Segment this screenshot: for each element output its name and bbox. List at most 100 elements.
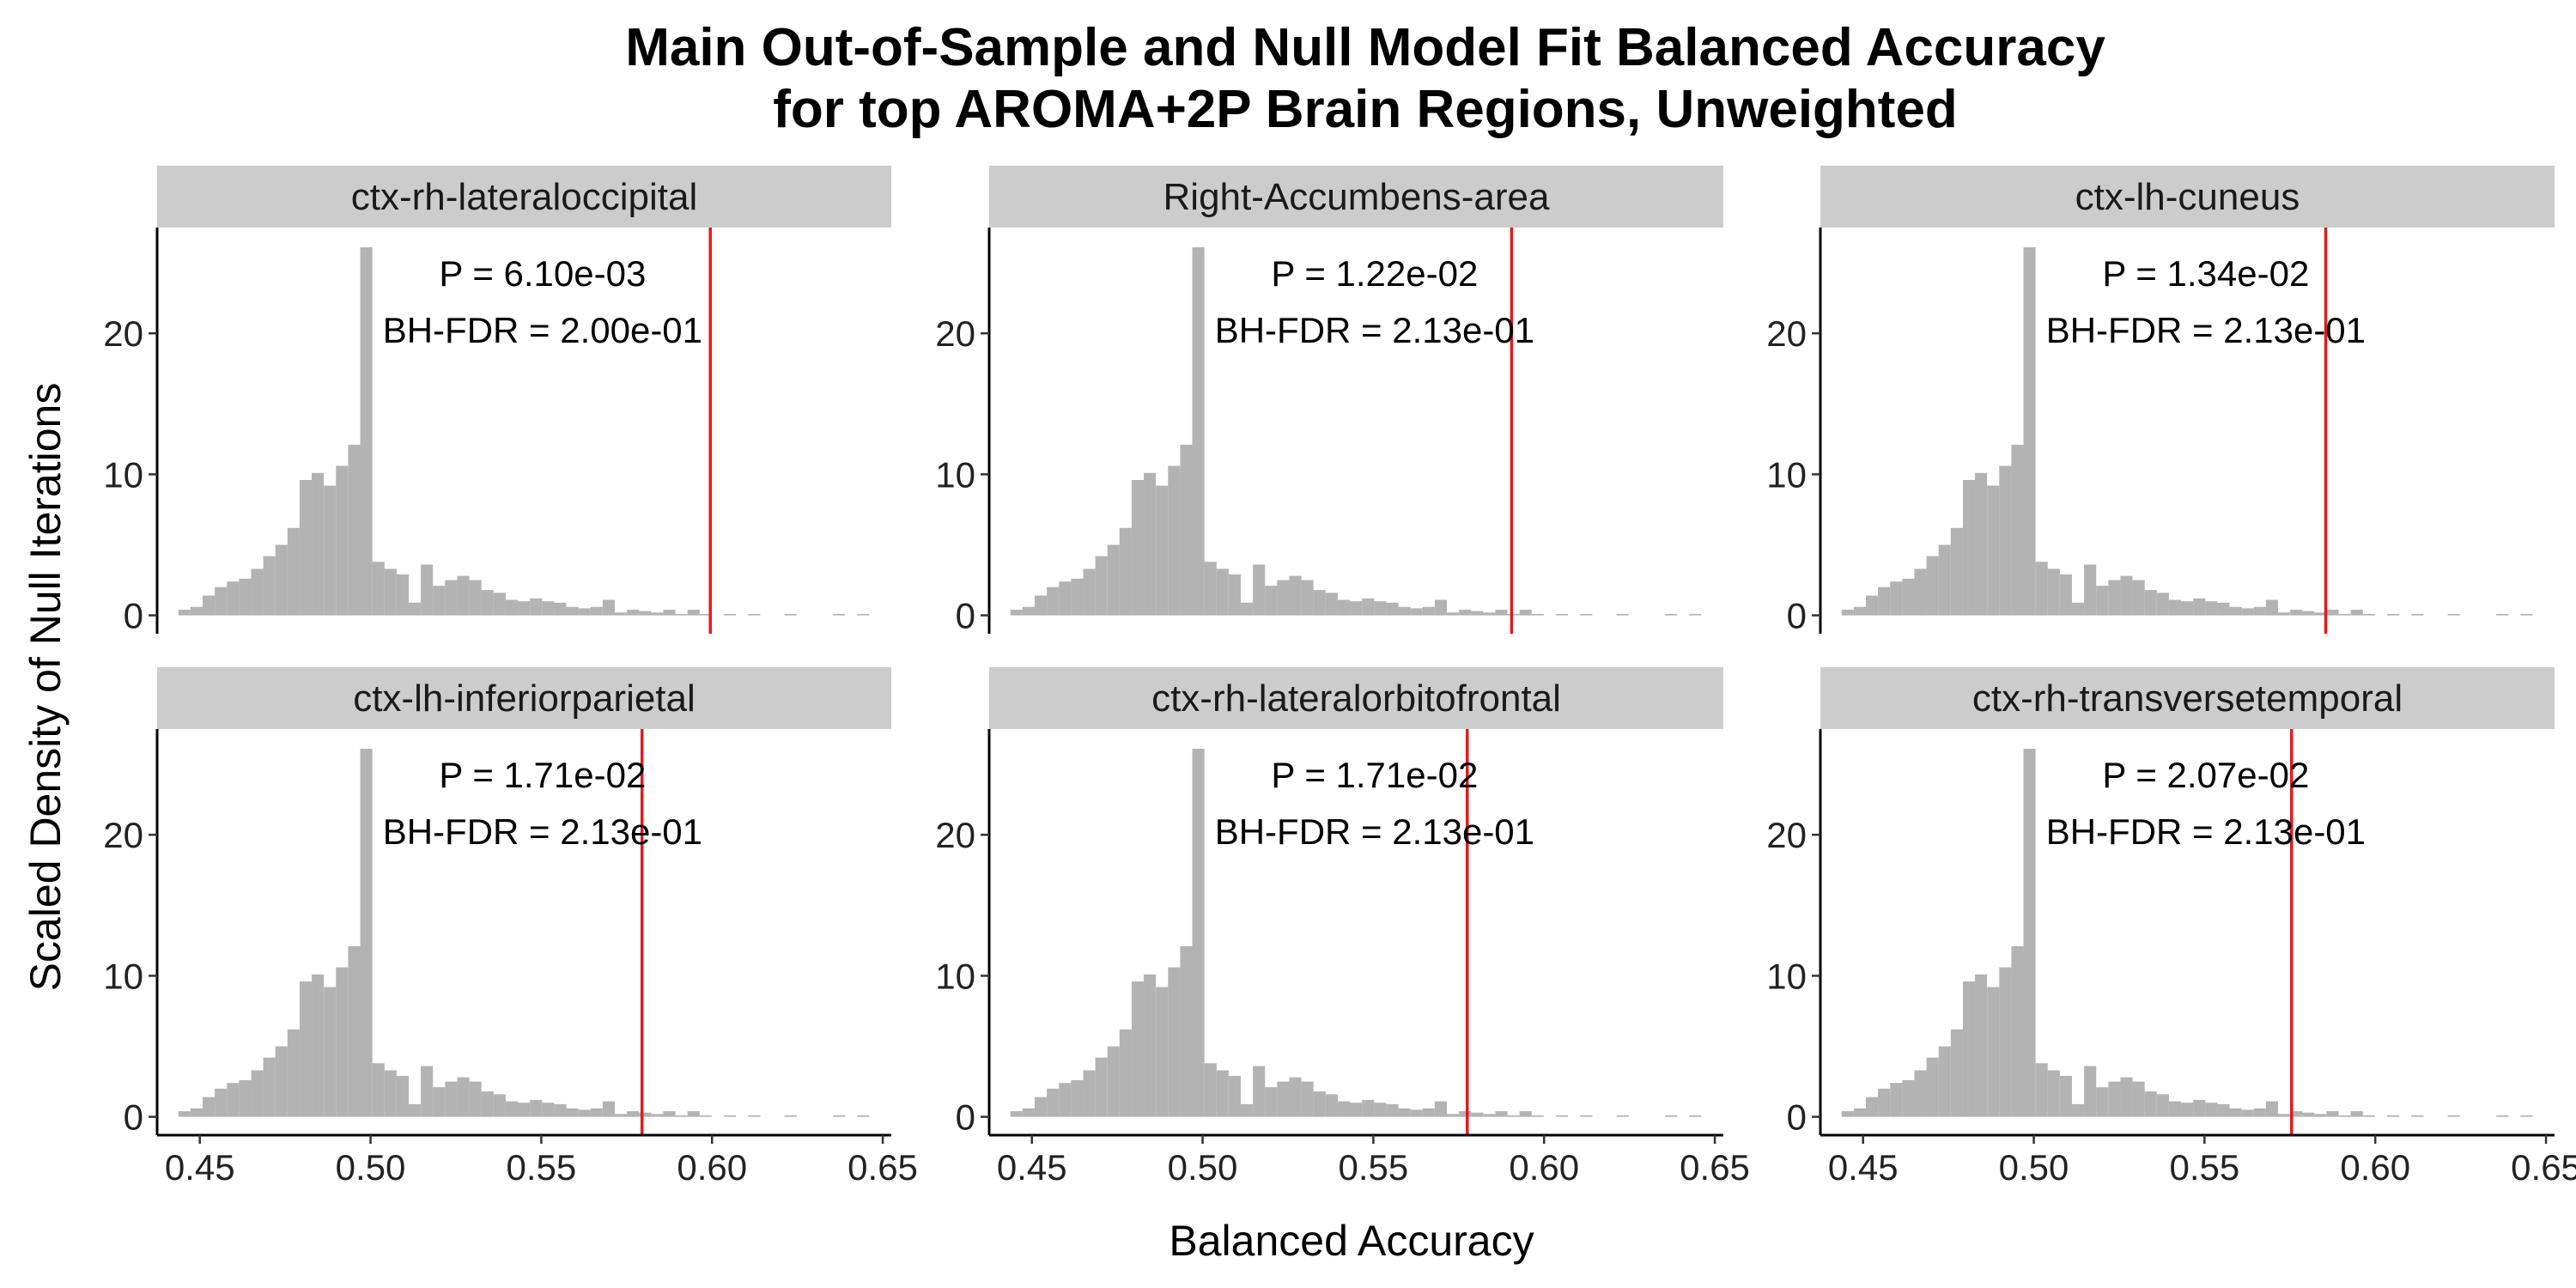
y-tick-label: 20 <box>103 815 143 855</box>
histogram-bar <box>1216 568 1229 616</box>
histogram-bar <box>251 1070 264 1117</box>
facet-strip <box>989 667 1723 729</box>
histogram-bar <box>469 1081 482 1117</box>
facet-strip-label: Right-Accumbens-area <box>1163 176 1550 218</box>
facet-strip <box>1820 667 2555 729</box>
histogram-bar <box>2011 945 2024 1117</box>
histogram-bar <box>1471 611 1484 616</box>
histogram-bar <box>2314 612 2327 616</box>
histogram-bar <box>1313 590 1326 616</box>
histogram-bar <box>299 479 313 616</box>
histogram-bar <box>481 590 494 616</box>
histogram-bar <box>1119 1029 1132 1117</box>
histogram-bar <box>421 564 434 616</box>
histogram-bar <box>2059 574 2072 616</box>
histogram-bar <box>1507 1115 1520 1117</box>
histogram-bar <box>1950 1029 1963 1117</box>
histogram-bar <box>202 595 216 616</box>
histogram-bar <box>1580 1115 1593 1117</box>
histogram-bar <box>1459 610 1472 616</box>
histogram-bar <box>1519 1111 1532 1117</box>
histogram-bar <box>1398 1108 1411 1117</box>
x-tick-label: 0.45 <box>1828 1147 1899 1188</box>
histogram-bar <box>1071 578 1084 616</box>
histogram-bar <box>2035 562 2048 616</box>
histogram-bar <box>469 580 482 616</box>
histogram-bar <box>2217 1103 2230 1117</box>
histogram-bar <box>627 1111 640 1117</box>
histogram-bar <box>2411 614 2424 616</box>
y-tick-label: 0 <box>124 1097 143 1138</box>
histogram-bar <box>1083 1070 1096 1117</box>
p-value-annotation: P = 1.71e-02 <box>439 755 646 795</box>
histogram-bar <box>1107 1046 1120 1117</box>
histogram-bar <box>1071 1079 1084 1117</box>
facet-strip-label: ctx-rh-lateralorbitofrontal <box>1151 677 1561 720</box>
y-tick-label: 10 <box>1766 454 1807 495</box>
histogram-bar <box>396 1076 409 1117</box>
histogram-bar <box>1398 606 1411 616</box>
y-tick-label: 10 <box>935 956 975 996</box>
chart-title-line-2: for top AROMA+2P Brain Regions, Unweight… <box>773 80 1958 139</box>
histogram-bar <box>1975 974 1988 1117</box>
histogram-bar <box>2156 592 2169 616</box>
histogram-bar <box>2253 1108 2266 1117</box>
histogram-bar <box>2193 598 2206 616</box>
y-tick-label: 10 <box>1766 956 1807 996</box>
histogram-bar <box>299 981 313 1117</box>
histogram-bar <box>833 1115 846 1117</box>
histogram-bar <box>445 580 458 616</box>
histogram-bar <box>2193 1099 2206 1117</box>
histogram-bar <box>1144 974 1157 1117</box>
histogram-bar <box>1059 581 1072 616</box>
histogram-bar <box>1999 967 2012 1117</box>
histogram-bar <box>1975 472 1988 616</box>
histogram-bar <box>2108 1081 2121 1117</box>
histogram-bar <box>1301 1081 1314 1117</box>
histogram-bar <box>1337 599 1351 616</box>
p-value-annotation: P = 1.34e-02 <box>2102 253 2309 294</box>
histogram-bar <box>627 610 640 616</box>
histogram-bar <box>457 1077 470 1117</box>
histogram-bar <box>554 602 567 616</box>
histogram-bar <box>2181 601 2194 616</box>
histogram-bar <box>639 1112 652 1117</box>
histogram-bar <box>1010 1111 1023 1117</box>
histogram-bar <box>408 1103 422 1117</box>
histogram-bar <box>2096 586 2109 616</box>
histogram-bar <box>2496 614 2509 616</box>
histogram-bar <box>1362 598 1375 616</box>
histogram-bar <box>2035 1063 2048 1117</box>
histogram-bar <box>408 602 422 616</box>
histogram-bar <box>687 610 700 616</box>
histogram-bar <box>2168 599 2182 616</box>
histogram-bar <box>1180 444 1193 616</box>
histogram-bar <box>833 614 846 616</box>
histogram-bar <box>1350 601 1363 616</box>
histogram-bar <box>1374 1103 1387 1117</box>
histogram-bar <box>190 1108 203 1117</box>
histogram-bar <box>360 748 373 1117</box>
histogram-bar <box>324 485 337 616</box>
histogram-bar <box>336 465 349 616</box>
histogram-bar <box>1841 1111 1854 1117</box>
histogram-bar <box>1902 578 1915 616</box>
y-tick-label: 20 <box>935 313 975 354</box>
histogram-bar <box>1483 612 1496 616</box>
histogram-bar <box>2132 580 2145 616</box>
histogram-bar <box>663 610 676 616</box>
histogram-bar <box>542 601 555 616</box>
histogram-bar <box>312 974 325 1117</box>
histogram-bar <box>1289 1077 1302 1117</box>
histogram-bar <box>1022 1108 1035 1117</box>
facet-panel: ctx-lh-cuneus P = 1.34e-02 BH-FDR = 2.13e-… <box>1766 166 2555 636</box>
histogram-bar <box>2277 612 2291 616</box>
histogram-bar <box>2096 1087 2109 1117</box>
histogram-bar <box>1962 479 1976 616</box>
y-tick-label: 0 <box>956 1097 975 1138</box>
histogram-bar <box>2059 1076 2072 1117</box>
histogram-bar <box>857 614 870 616</box>
histogram-bar <box>1689 1115 1702 1117</box>
histogram-bar <box>1914 1070 1927 1117</box>
